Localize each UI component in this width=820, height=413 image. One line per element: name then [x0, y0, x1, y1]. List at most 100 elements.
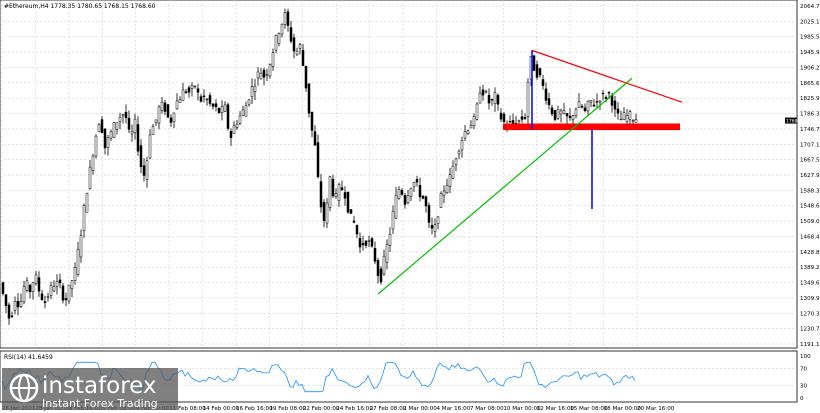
candle-body — [412, 182, 416, 187]
candle-body — [472, 116, 476, 127]
candle-body — [61, 285, 65, 301]
candle-body — [391, 211, 395, 230]
candle-body — [271, 52, 275, 67]
price-tick-label: 1270.30 — [800, 311, 820, 317]
candle-body — [238, 115, 242, 124]
candle-body — [523, 117, 527, 119]
candle-body — [247, 99, 251, 105]
candle-body — [340, 187, 344, 191]
candle-body — [409, 188, 413, 197]
candle-body — [517, 120, 521, 122]
candle-body — [253, 85, 257, 92]
candle-body — [157, 106, 161, 124]
candle-body — [199, 96, 203, 102]
candle-body — [43, 301, 47, 303]
candle-body — [487, 94, 491, 104]
candle-body — [25, 280, 29, 291]
candle-body — [37, 277, 41, 292]
candle-body — [493, 92, 497, 104]
candle-body — [100, 119, 104, 133]
candle-body — [220, 106, 224, 113]
candle-body — [274, 35, 278, 51]
candle-body — [448, 174, 452, 187]
price-tick-label: 1985.50 — [800, 35, 820, 41]
candle-body — [580, 105, 584, 108]
candle-body — [337, 184, 341, 201]
time-tick-label: 18 Mar 00:00 — [604, 406, 642, 412]
resistance-trendline — [531, 49, 683, 103]
candle-body — [232, 125, 236, 134]
candle-body — [10, 315, 14, 317]
price-tick-label: 1627.90 — [800, 173, 820, 179]
candle-body — [361, 243, 365, 246]
candle-body — [31, 282, 35, 292]
candle-body — [496, 94, 500, 105]
logo-sphere-icon — [9, 373, 39, 403]
candle-body — [547, 98, 551, 106]
candle-body — [622, 112, 626, 120]
candle-body — [571, 115, 575, 121]
candle-body — [235, 123, 239, 128]
candle-body — [208, 95, 212, 104]
candle-body — [463, 131, 467, 139]
candle-body — [226, 104, 230, 129]
price-tick-label: 1389.20 — [800, 265, 820, 271]
support-trendline — [377, 77, 633, 295]
candle-body — [424, 196, 428, 207]
price-tick-label: 1309.90 — [800, 296, 820, 302]
logo-tagline: Instant Forex Trading — [42, 397, 158, 410]
candle-body — [550, 107, 554, 115]
candle-body — [394, 195, 398, 219]
candle-body — [589, 100, 593, 103]
candle-body — [133, 118, 137, 133]
price-axis: 2064.70 2025.10 1985.50 1945.90 1906.20 1865.… — [800, 4, 820, 348]
candle-body — [259, 72, 263, 80]
candle-body — [40, 293, 44, 301]
candle-body — [370, 238, 374, 247]
candle-body — [625, 115, 629, 122]
rsi-tick-label: 70 — [800, 367, 808, 373]
candle-body — [562, 110, 566, 114]
time-tick-label: 12 Mar 16:00 — [537, 406, 575, 412]
price-tick-label: 1468.40 — [800, 234, 820, 240]
candle-body — [241, 109, 245, 116]
candle-body — [433, 224, 437, 232]
candle-body — [475, 103, 479, 120]
candle-body — [553, 110, 557, 120]
time-tick-label: 10 Mar 00:00 — [503, 406, 541, 412]
candle-body — [1, 282, 5, 294]
candle-body — [445, 185, 449, 194]
time-tick-label: 27 Feb 08:00 — [370, 406, 407, 412]
candle-body — [364, 240, 368, 246]
candle-body — [511, 120, 515, 125]
candle-body — [574, 108, 578, 116]
price-tick-label: 1667.50 — [800, 158, 820, 164]
candle-body — [379, 268, 383, 283]
candle-body — [115, 122, 119, 130]
candle-body — [58, 279, 62, 284]
candle-body — [193, 85, 197, 88]
candle-body — [109, 131, 113, 139]
candle-body — [205, 98, 209, 101]
time-tick-label: 2 Mar 00:00 — [403, 406, 437, 412]
candle-body — [304, 65, 308, 89]
candle-body — [250, 86, 254, 97]
candle-body — [280, 23, 284, 35]
candle-body — [91, 155, 95, 171]
candle-body — [154, 119, 158, 123]
candle-body — [52, 286, 56, 292]
candle-body — [169, 117, 173, 123]
candle-body — [28, 284, 32, 293]
main-pane-border — [0, 0, 798, 349]
candle-body — [175, 100, 179, 110]
candle-body — [223, 104, 227, 112]
time-tick-label: 14 Feb 00:00 — [203, 406, 240, 412]
candle-body — [178, 99, 182, 103]
candle-body — [316, 142, 320, 177]
candle-body — [190, 85, 194, 89]
candle-body — [34, 274, 38, 284]
candle-body — [577, 101, 581, 108]
candle-body — [613, 100, 617, 110]
symbol-header: #Ethereum,H4 1778.35 1780.65 1768.15 176… — [4, 3, 156, 10]
candle-body — [211, 103, 215, 107]
